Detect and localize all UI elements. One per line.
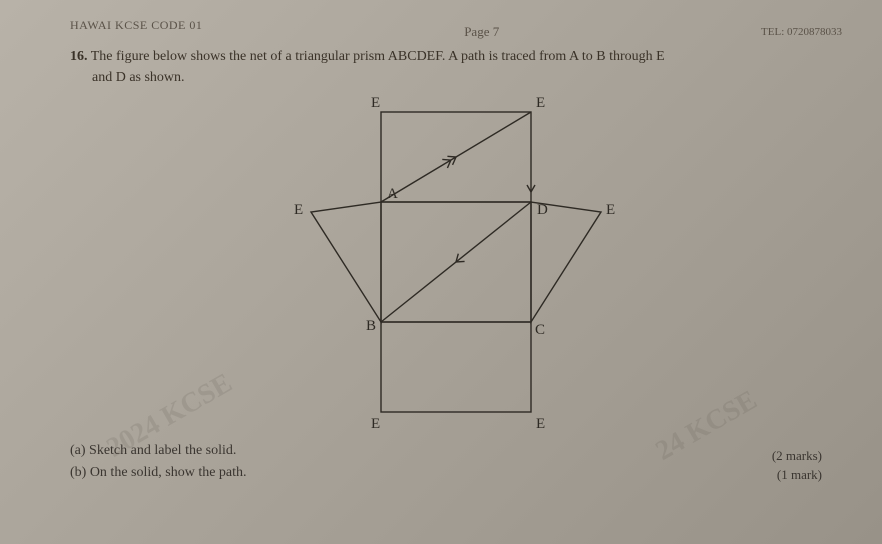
net-diagram: E E E E E E A D B C [70, 92, 842, 432]
label-E-top-left: E [371, 95, 380, 111]
label-C: C [535, 322, 545, 338]
label-D: D [537, 202, 548, 218]
label-A: A [387, 186, 398, 202]
sub-questions: (a) Sketch and label the solid. (b) On t… [70, 440, 842, 485]
label-E-top-right: E [536, 95, 545, 111]
marks-b: (1 mark) [772, 465, 822, 485]
label-E-mid-left: E [294, 202, 303, 218]
header-tel: TEL: 0720878033 [761, 26, 842, 38]
label-E-bot-right: E [536, 416, 545, 432]
label-E-bot-left: E [371, 416, 380, 432]
label-B: B [366, 318, 376, 334]
question-number: 16. [70, 49, 88, 64]
question-line1: The figure below shows the net of a tria… [91, 49, 665, 64]
marks-a: (2 marks) [772, 446, 822, 466]
sub-b: (b) On the solid, show the path. [70, 462, 247, 484]
question-line2: and D as shown. [92, 67, 842, 88]
label-E-mid-right: E [606, 202, 615, 218]
page-header: HAWAI KCSE CODE 01 Page 7 TEL: 072087803… [70, 18, 842, 40]
sub-a: (a) Sketch and label the solid. [70, 440, 247, 462]
question-text: 16. The figure below shows the net of a … [70, 46, 842, 88]
header-code: HAWAI KCSE CODE 01 [70, 18, 202, 33]
page-number: Page 7 [202, 24, 761, 40]
